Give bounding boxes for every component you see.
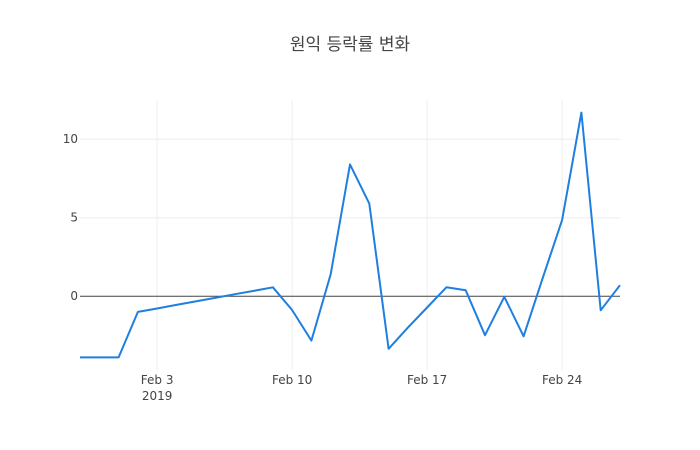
data-point	[560, 218, 565, 223]
data-point	[213, 295, 218, 300]
data-point	[270, 285, 275, 290]
data-point	[598, 308, 603, 313]
data-point	[502, 294, 507, 299]
data-point	[116, 355, 121, 360]
data-point	[367, 201, 372, 206]
data-point	[483, 333, 488, 338]
chart-title: 원익 등락률 변화	[290, 35, 411, 55]
x-tick-label: Feb 24	[542, 373, 582, 387]
data-point	[348, 162, 353, 167]
data-point	[463, 288, 468, 293]
x-tick-label: Feb 10	[272, 373, 312, 387]
x-tick-label: Feb 3	[141, 373, 174, 387]
series-line	[80, 111, 621, 359]
data-point	[174, 302, 179, 307]
series-layer	[78, 110, 623, 360]
data-point	[290, 308, 295, 313]
y-tick-label: 0	[70, 289, 78, 303]
data-point	[78, 355, 83, 360]
data-point	[251, 288, 256, 293]
data-point	[97, 355, 102, 360]
tick-labels: Feb 3 2019 Feb 10 Feb 17 Feb 24 0 5 10	[63, 132, 583, 403]
grid	[80, 100, 620, 370]
data-point	[425, 305, 430, 310]
data-point	[579, 110, 584, 115]
data-point	[193, 299, 198, 304]
data-point	[521, 334, 526, 339]
data-point	[328, 272, 333, 277]
data-point	[405, 325, 410, 330]
data-point	[232, 292, 237, 297]
x-tick-label: Feb 17	[407, 373, 447, 387]
data-point	[444, 285, 449, 290]
data-point	[618, 283, 623, 288]
y-tick-label: 5	[70, 211, 78, 225]
y-tick-label: 10	[63, 132, 78, 146]
data-point	[309, 338, 314, 343]
data-point	[155, 306, 160, 311]
x-year-label: 2019	[142, 389, 173, 403]
data-point	[540, 275, 545, 280]
data-point	[135, 309, 140, 314]
data-point	[386, 346, 391, 351]
